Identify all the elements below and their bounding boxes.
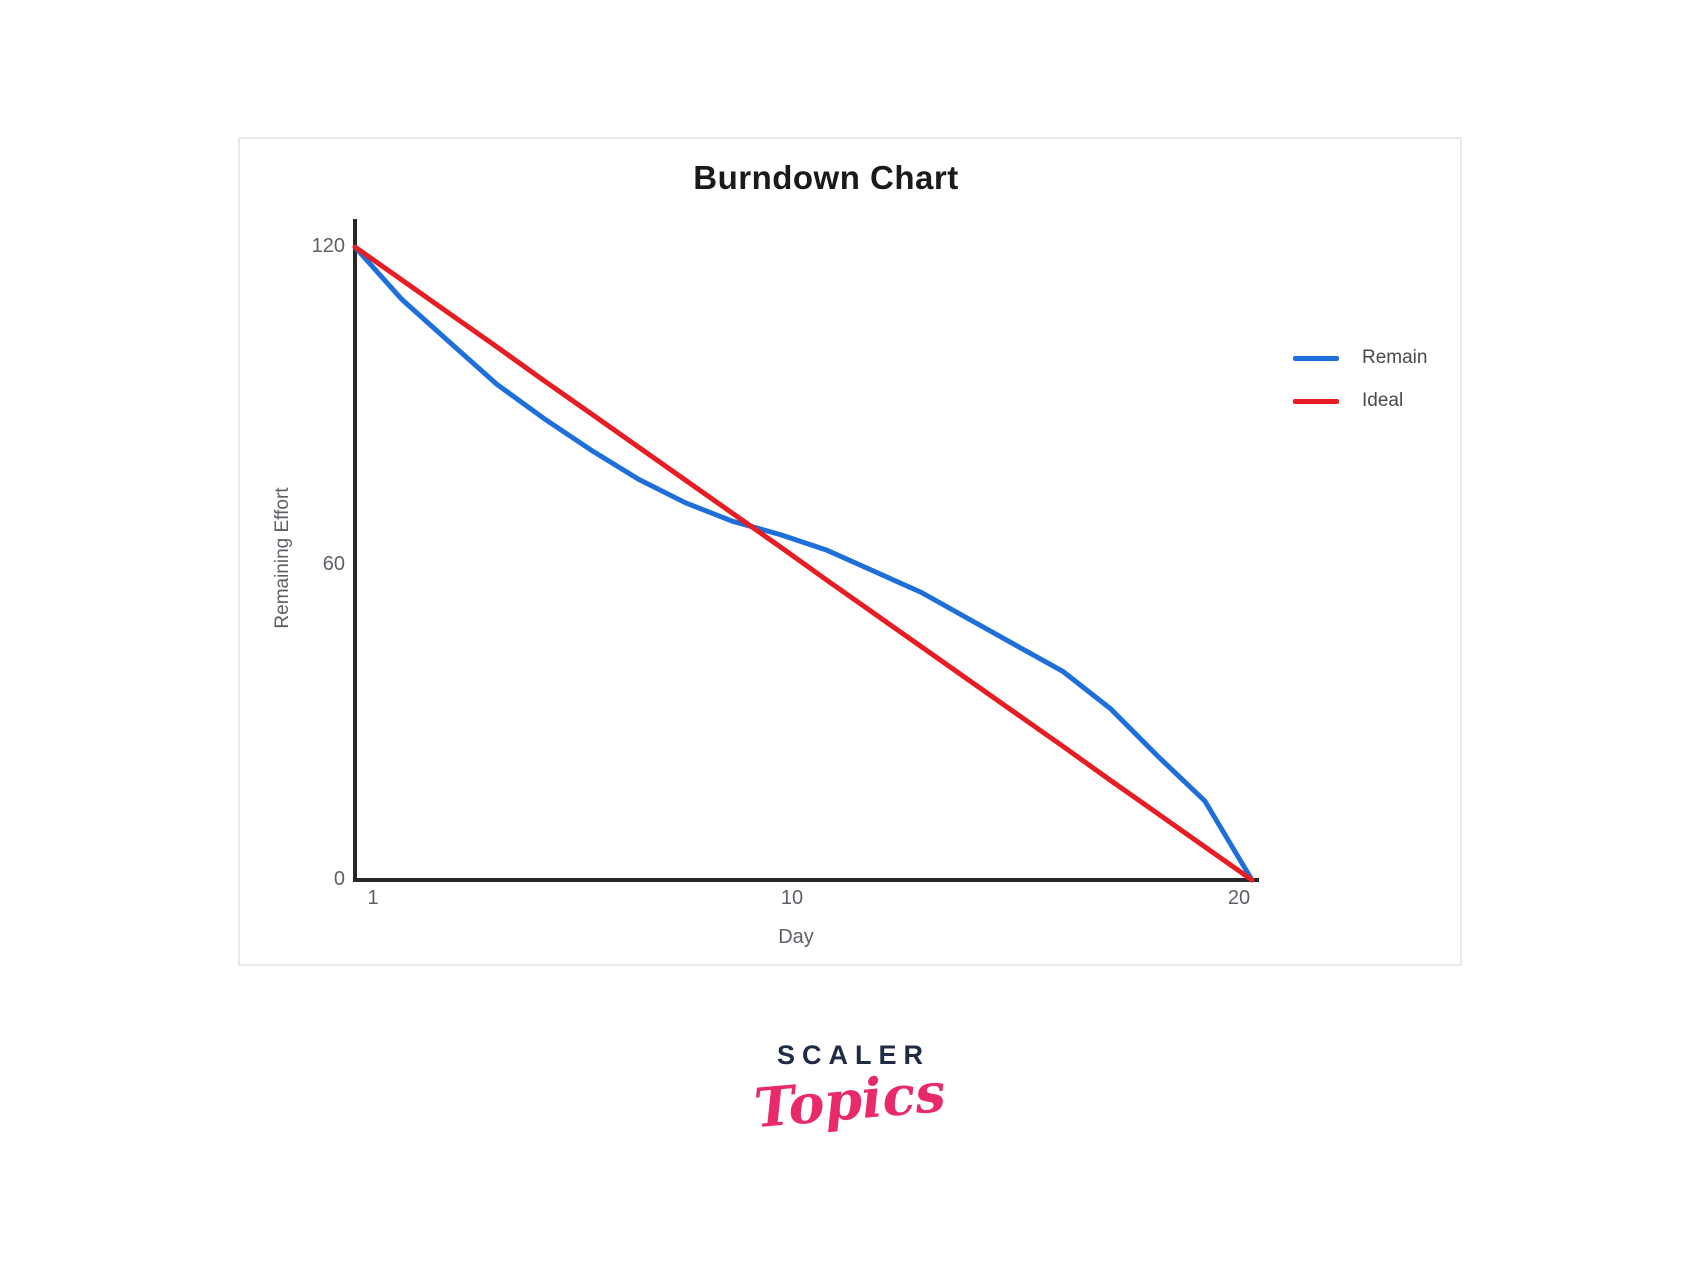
y-tick-120: 120 xyxy=(311,235,345,257)
x-tick-1: 1 xyxy=(367,887,379,909)
legend-item-ideal: Ideal xyxy=(1293,390,1427,412)
legend-item-remain: Remain xyxy=(1293,347,1427,369)
scaler-wordmark: SCALER xyxy=(776,1040,930,1070)
ideal-line-swatch-icon xyxy=(1293,398,1339,404)
remain-line-swatch-icon xyxy=(1293,355,1339,361)
chart-canvas xyxy=(352,219,1259,883)
y-tick-0: 0 xyxy=(333,868,345,890)
y-tick-60: 60 xyxy=(322,553,345,575)
y-axis-title: Remaining Effort xyxy=(272,487,293,629)
chart-card: Burndown Chart 120 60 0 1 10 20 Day Rema… xyxy=(238,137,1462,966)
legend-label-remain: Remain xyxy=(1362,347,1428,368)
topics-wordmark: Topics xyxy=(751,1059,949,1141)
x-tick-20: 20 xyxy=(1227,887,1251,909)
legend: Remain Ideal xyxy=(1293,347,1427,412)
remain-line xyxy=(352,244,1255,883)
ideal-line xyxy=(352,244,1255,883)
chart-title: Burndown Chart xyxy=(693,159,959,196)
legend-label-ideal: Ideal xyxy=(1362,390,1404,411)
x-axis-title: Day xyxy=(778,926,814,948)
scaler-topics-logo: SCALER Topics xyxy=(0,1040,1700,1140)
x-tick-10: 10 xyxy=(780,887,804,909)
